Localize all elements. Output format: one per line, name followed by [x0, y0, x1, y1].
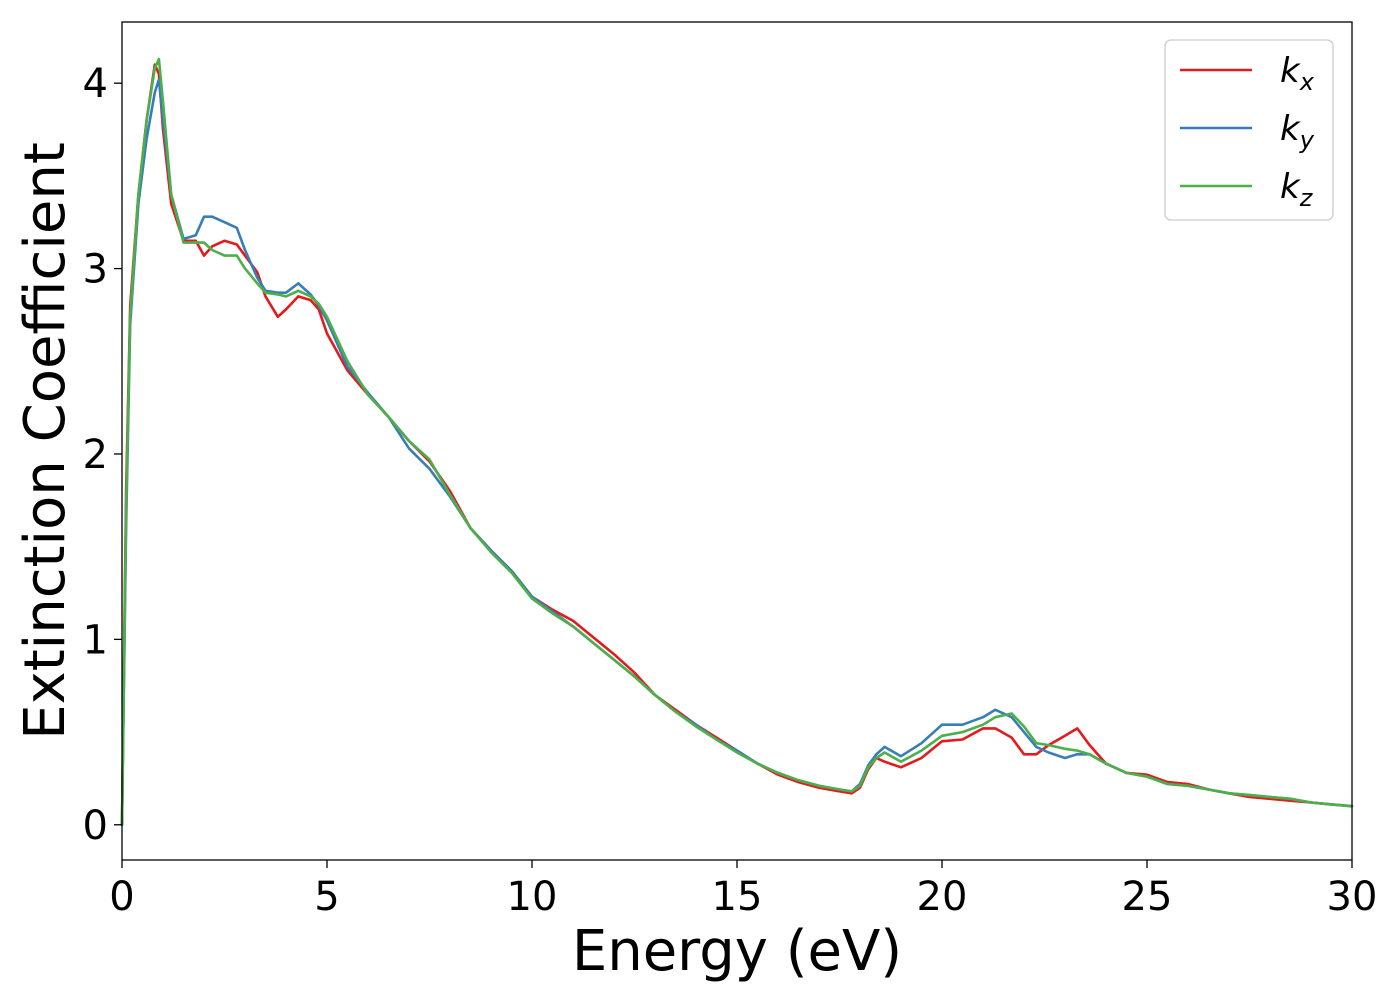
x-tick-label: 25: [1122, 874, 1173, 920]
y-tick-label: 0: [83, 803, 108, 849]
y-tick-label: 4: [83, 61, 108, 107]
x-tick-label: 0: [109, 874, 134, 920]
x-axis-ticks: 0 5 10 15 20 25 30: [109, 860, 1377, 920]
x-tick-label: 30: [1327, 874, 1378, 920]
plot-area: [122, 22, 1352, 860]
y-tick-label: 2: [83, 432, 108, 478]
legend-label-x: kx: [1280, 51, 1315, 96]
legend-label-z: kz: [1280, 167, 1314, 212]
y-axis-ticks: 0 1 2 3 4: [83, 61, 122, 849]
series-line-z: [120, 57, 1354, 827]
x-tick-label: 5: [314, 874, 339, 920]
x-tick-label: 20: [917, 874, 968, 920]
x-axis-title: Energy (eV): [572, 919, 902, 984]
legend: kx ky kz: [1164, 39, 1334, 221]
y-axis-title: Extinction Coefficient: [13, 142, 78, 740]
y-tick-label: 3: [83, 247, 108, 293]
y-tick-label: 1: [83, 617, 108, 663]
legend-box: [1164, 39, 1334, 221]
x-tick-label: 10: [507, 874, 558, 920]
legend-label-y: ky: [1280, 109, 1315, 154]
x-tick-label: 15: [712, 874, 763, 920]
series-lines: [120, 57, 1354, 827]
